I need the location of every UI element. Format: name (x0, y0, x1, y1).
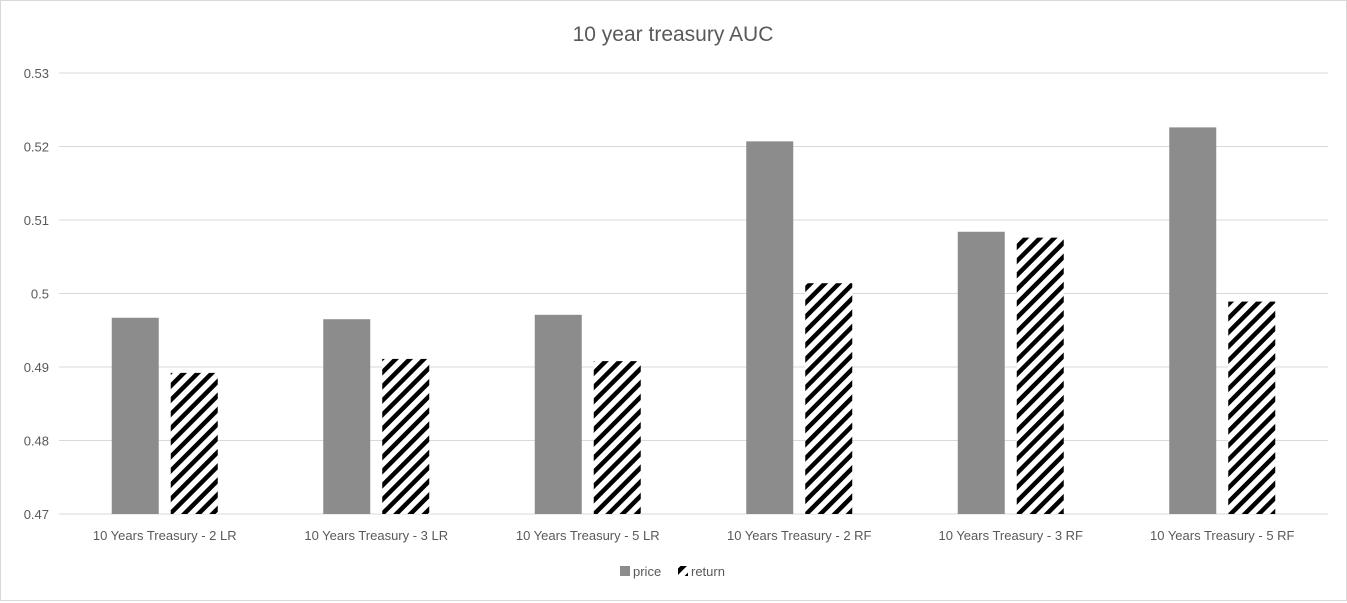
x-category-label: 10 Years Treasury - 3 RF (938, 528, 1083, 543)
y-tick-label: 0.47 (24, 507, 49, 522)
legend-swatch-return (678, 566, 688, 576)
legend-label-price: price (633, 564, 661, 579)
x-category-label: 10 Years Treasury - 3 LR (304, 528, 448, 543)
y-tick-label: 0.51 (24, 213, 49, 228)
bar-return (382, 358, 430, 514)
bar-return (593, 361, 641, 514)
y-tick-label: 0.52 (24, 140, 49, 155)
x-category-label: 10 Years Treasury - 5 RF (1150, 528, 1295, 543)
legend-label-return: return (691, 564, 725, 579)
bar-price (746, 141, 794, 515)
bar-price (323, 319, 371, 514)
legend-swatch-price (620, 566, 630, 576)
bar-price (534, 314, 582, 514)
bar-price (957, 231, 1005, 514)
bar-price (111, 317, 159, 514)
chart-title: 10 year treasury AUC (573, 23, 774, 46)
bar-return (1016, 237, 1064, 514)
x-category-label: 10 Years Treasury - 2 LR (93, 528, 237, 543)
bars (111, 127, 1276, 515)
y-axis-ticks: 0.47 0.48 0.49 0.5 0.51 0.52 0.53 (24, 66, 49, 522)
y-tick-label: 0.53 (24, 66, 49, 81)
bar-return (1228, 301, 1276, 514)
y-tick-label: 0.5 (31, 287, 49, 302)
gridlines (59, 72, 1328, 515)
y-tick-label: 0.48 (24, 434, 49, 449)
bar-return (805, 283, 853, 514)
bar-return (170, 372, 218, 514)
x-axis-labels: 10 Years Treasury - 2 LR 10 Years Treasur… (93, 528, 1295, 543)
legend: price return (620, 564, 725, 579)
x-category-label: 10 Years Treasury - 5 LR (516, 528, 660, 543)
y-tick-label: 0.49 (24, 360, 49, 375)
bar-price (1169, 127, 1217, 514)
x-category-label: 10 Years Treasury - 2 RF (727, 528, 872, 543)
